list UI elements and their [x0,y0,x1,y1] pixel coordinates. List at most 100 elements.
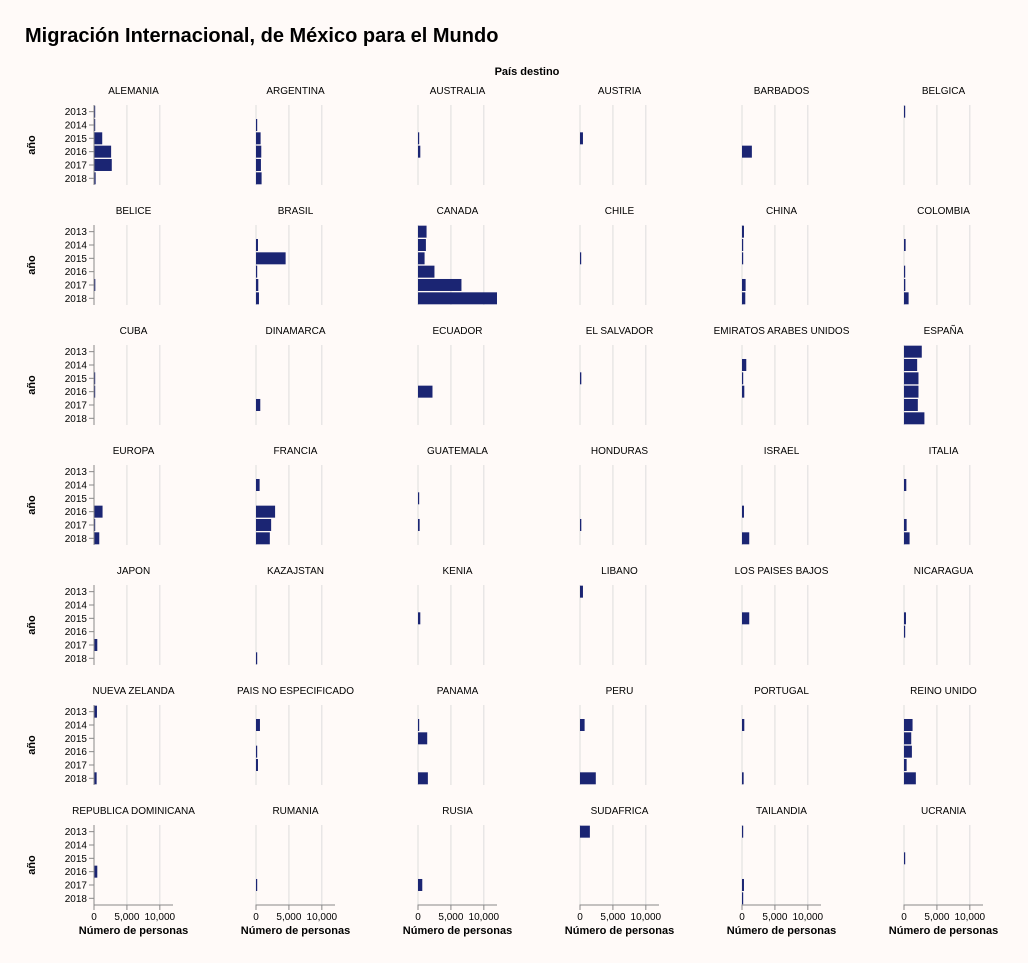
facet-label: UCRANIA [921,806,966,817]
y-tick-label: 2014 [65,240,88,251]
bar-2018 [256,532,270,545]
bar-2017 [256,518,272,531]
facet-label: ALEMANIA [108,86,159,97]
facet-label: LIBANO [601,566,638,577]
bar-2016 [904,265,906,278]
bar-2018 [580,772,596,785]
facet-label: ITALIA [929,446,959,457]
facet-label: BARBADOS [754,86,810,97]
bar-2013 [904,345,922,358]
x-tick-label: 0 [253,912,259,923]
y-axis-title: año [26,855,38,875]
x-tick-label: 10,000 [307,912,338,923]
y-tick-label: 2013 [65,587,88,598]
bar-2018 [742,892,744,905]
facet-label: FRANCIA [274,446,318,457]
bar-2013 [580,585,583,598]
bar-2015 [418,252,425,265]
bar-2016 [418,145,421,158]
panel-austria: AUSTRIA [579,86,647,185]
bar-2014 [904,478,907,491]
panel-ecuador: ECUADOR [417,326,485,425]
y-tick-label: 2013 [65,707,88,718]
y-tick-label: 2016 [65,147,88,158]
bar-2016 [256,265,258,278]
panel-panama: PANAMA [417,686,485,785]
facet-label: EMIRATOS ARABES UNIDOS [714,326,850,337]
facet-label: KENIA [442,566,472,577]
bar-2017 [94,278,96,291]
facet-label: REINO UNIDO [910,686,977,697]
bar-2016 [742,145,752,158]
bar-2014 [418,718,420,731]
y-tick-label: 2014 [65,360,88,371]
facet-label: COLOMBIA [917,206,970,217]
y-tick-label: 2016 [65,747,88,758]
bar-2015 [580,132,583,145]
x-tick-label: 0 [415,912,421,923]
y-tick-label: 2018 [65,894,88,905]
bar-2018 [256,172,262,185]
y-tick-label: 2015 [65,734,88,745]
panel-colombia: COLOMBIA [903,206,971,305]
y-tick-label: 2017 [65,400,88,411]
bar-2014 [256,118,258,131]
bar-2016 [418,265,435,278]
y-tick-label: 2018 [65,774,88,785]
bar-2016 [742,505,744,518]
y-tick-label: 2015 [65,614,88,625]
facet-label: NUEVA ZELANDA [92,686,174,697]
bar-2017 [256,398,261,411]
x-tick-label: 0 [577,912,583,923]
bar-2018 [742,772,744,785]
bar-2015 [418,732,428,745]
panel-europa: EUROPA 2013 2014 2015 2016 2017 2018 año [26,446,161,545]
facet-label: EL SALVADOR [586,326,654,337]
x-tick-label: 5,000 [438,912,463,923]
panel-emiratos-arabes-unidos: EMIRATOS ARABES UNIDOS [714,326,850,425]
bar-2016 [94,385,96,398]
y-tick-label: 2013 [65,347,88,358]
panel-pais-no-especificado: PAIS NO ESPECIFICADO [237,686,354,785]
bar-2013 [742,825,744,838]
bar-2016 [904,745,912,758]
x-tick-label: 10,000 [631,912,662,923]
bar-2014 [742,718,745,731]
bar-2017 [742,278,746,291]
bar-2013 [904,105,906,118]
bar-2017 [256,278,259,291]
facet-label: ECUADOR [432,326,482,337]
x-tick-label: 0 [739,912,745,923]
x-tick-label: 0 [901,912,907,923]
facet-label: AUSTRIA [598,86,642,97]
bar-2018 [418,772,428,785]
bar-2018 [418,292,497,305]
bar-2014 [904,718,913,731]
bar-2014 [256,238,258,251]
x-tick-label: 5,000 [924,912,949,923]
bar-2014 [418,238,426,251]
y-axis-title: año [26,255,38,275]
panel-barbados: BARBADOS [741,86,810,185]
facet-label: TAILANDIA [756,806,807,817]
facet-label: PAIS NO ESPECIFICADO [237,686,354,697]
y-tick-label: 2015 [65,494,88,505]
y-tick-label: 2016 [65,867,88,878]
x-axis-title: Número de personas [889,925,998,937]
bar-2015 [580,252,582,265]
panel-ucrania: UCRANIA 0 5,000 10,000 Número de personas [889,806,998,937]
facet-label: CHILE [605,206,635,217]
bar-2013 [742,225,744,238]
bar-2018 [904,772,916,785]
bar-2017 [256,158,261,171]
bar-2018 [742,532,750,545]
y-tick-label: 2016 [65,387,88,398]
panel-rusia: RUSIA 0 5,000 10,000 Número de personas [403,806,512,937]
bar-2015 [256,252,286,265]
facet-label: RUSIA [442,806,473,817]
x-tick-label: 5,000 [114,912,139,923]
facet-label: BELICE [116,206,152,217]
bar-2014 [742,358,747,371]
bar-2017 [742,878,744,891]
facet-label: NICARAGUA [914,566,974,577]
